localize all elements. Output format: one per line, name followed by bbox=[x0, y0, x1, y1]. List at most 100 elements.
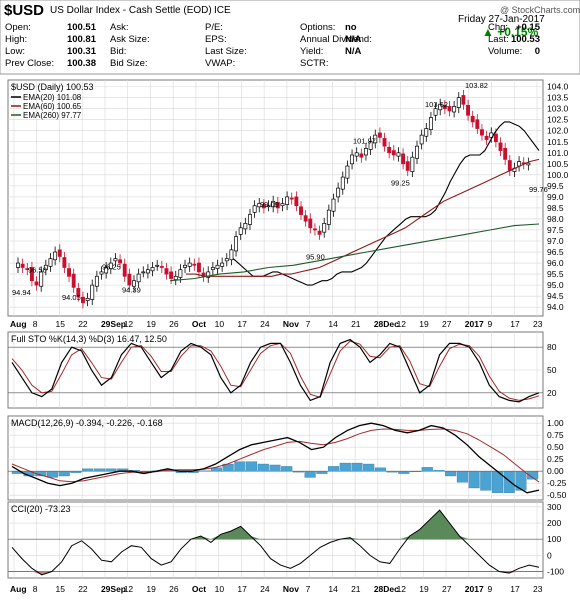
header-rows: Open: 100.51 Ask: P/E: Options: no Chg: +0.15 Hi… bbox=[5, 22, 541, 69]
price-annotation: 94.39 bbox=[122, 286, 141, 295]
macd-histogram-bar bbox=[292, 471, 304, 473]
candle-body bbox=[447, 106, 452, 112]
x-tick-label-bottom: 14 bbox=[328, 584, 338, 594]
y-tick-label: 104.0 bbox=[547, 82, 569, 92]
candle-body bbox=[196, 262, 201, 273]
candle-body bbox=[192, 263, 197, 266]
candle-body bbox=[29, 267, 34, 282]
candle-body bbox=[108, 262, 113, 269]
legend-entry: EMA(260) 97.77 bbox=[23, 111, 82, 120]
candle-body bbox=[322, 223, 327, 233]
panel-frame bbox=[7, 501, 544, 579]
macd-histogram-bar bbox=[468, 471, 480, 489]
candle-body bbox=[155, 264, 160, 267]
header-cell: Ask: bbox=[110, 22, 128, 33]
candle-body bbox=[382, 138, 387, 147]
x-tick-label: 19 bbox=[146, 319, 156, 329]
candle-body bbox=[136, 273, 141, 283]
price-annotation: 103.62 bbox=[425, 100, 448, 109]
header-cell: Low: bbox=[5, 46, 25, 57]
candle-body bbox=[183, 264, 187, 268]
price-annotation: 94.94 bbox=[12, 288, 31, 297]
candle-body bbox=[90, 284, 95, 300]
header-box bbox=[0, 0, 580, 75]
header: $USD US Dollar Index - Cash Settle (EOD)… bbox=[0, 0, 580, 75]
x-tick-label-bottom: 28Dec bbox=[374, 584, 399, 594]
y-tick-label: -100 bbox=[547, 567, 564, 577]
x-tick-label-bottom: 26 bbox=[169, 584, 179, 594]
candle-body bbox=[94, 275, 99, 287]
candle-body bbox=[145, 269, 150, 274]
y-tick-label: 300 bbox=[547, 502, 561, 512]
candle-body bbox=[466, 105, 470, 116]
macd-histogram-bar bbox=[199, 470, 211, 472]
x-tick-label-bottom: Nov bbox=[283, 584, 299, 594]
candle-body bbox=[280, 203, 285, 207]
candle-body bbox=[104, 267, 109, 274]
candle-body bbox=[234, 236, 239, 252]
panel-title: MACD(12,26,9) -0.394, -0.226, -0.168 bbox=[11, 418, 163, 428]
y-tick-label: 102.5 bbox=[547, 115, 569, 125]
sto-d-line bbox=[11, 340, 540, 401]
candle-body bbox=[252, 205, 257, 213]
ema260-line bbox=[170, 223, 540, 282]
price-annotation: 95.90 bbox=[306, 252, 325, 261]
y-tick-label: 99.0 bbox=[547, 192, 564, 202]
candle-body bbox=[470, 116, 475, 123]
macd-histogram-bar bbox=[257, 463, 269, 472]
candle-body bbox=[113, 258, 118, 262]
ema60-line bbox=[185, 158, 540, 277]
candle-body bbox=[377, 132, 382, 138]
candle-body bbox=[364, 148, 368, 156]
x-tick-label-bottom: 15 bbox=[55, 584, 65, 594]
candle-body bbox=[16, 262, 20, 268]
macd-histogram-bar bbox=[210, 467, 222, 472]
panel-title: CCI(20) -73.23 bbox=[11, 504, 71, 514]
y-tick-label: 100.5 bbox=[547, 159, 569, 169]
x-tick-label-bottom: 2017 bbox=[465, 584, 484, 594]
x-tick-label-bottom: 9 bbox=[488, 584, 493, 594]
candle-body bbox=[294, 196, 299, 207]
header-cell: 100.31 bbox=[67, 46, 97, 57]
candle-body bbox=[326, 209, 331, 225]
candle-body bbox=[224, 258, 229, 262]
legend-entry: EMA(60) 100.65 bbox=[23, 102, 82, 111]
candle-body bbox=[275, 202, 280, 209]
header-cell: Prev Close: bbox=[5, 58, 54, 69]
x-tick-label: 22 bbox=[78, 319, 88, 329]
x-tick-label-bottom: 21 bbox=[351, 584, 361, 594]
candle-body bbox=[405, 161, 410, 171]
candle-body bbox=[317, 230, 322, 235]
x-tick-label-bottom: 17 bbox=[237, 584, 247, 594]
candle-body bbox=[81, 296, 85, 304]
y-tick-label: 98.0 bbox=[547, 214, 564, 224]
candle-body bbox=[396, 152, 401, 157]
candle-body bbox=[238, 227, 243, 235]
macd-histogram-bar bbox=[421, 467, 433, 472]
instrument-name: US Dollar Index - Cash Settle (EOD) bbox=[50, 5, 212, 16]
macd-histogram-bar bbox=[503, 471, 515, 493]
panel-title: $USD (Daily) 100.53 bbox=[11, 82, 94, 92]
y-tick-label: 96.0 bbox=[547, 258, 564, 268]
candle-body bbox=[127, 273, 132, 286]
candle-body bbox=[261, 204, 266, 209]
candle-body bbox=[475, 119, 480, 129]
price-annotation: 96.50 bbox=[28, 266, 47, 275]
y-tick-label: 96.5 bbox=[547, 247, 564, 257]
macd-line bbox=[11, 422, 540, 494]
header-cell: Options: bbox=[300, 22, 335, 33]
y-tick-label: 103.5 bbox=[547, 93, 569, 103]
candle-body bbox=[71, 273, 76, 288]
macd-histogram-bar bbox=[363, 463, 375, 472]
x-tick-label: 23 bbox=[533, 319, 543, 329]
y-tick-label: 1.00 bbox=[547, 418, 564, 428]
candle-body bbox=[220, 262, 225, 267]
macd-histogram-bar bbox=[304, 471, 316, 478]
macd-histogram-bar bbox=[246, 461, 258, 472]
candle-body bbox=[336, 187, 341, 198]
macd-histogram-bar bbox=[433, 470, 445, 472]
y-tick-label: 0.75 bbox=[547, 430, 564, 440]
x-tick-label-bottom: 17 bbox=[510, 584, 520, 594]
price-annotation: 103.82 bbox=[465, 81, 488, 90]
